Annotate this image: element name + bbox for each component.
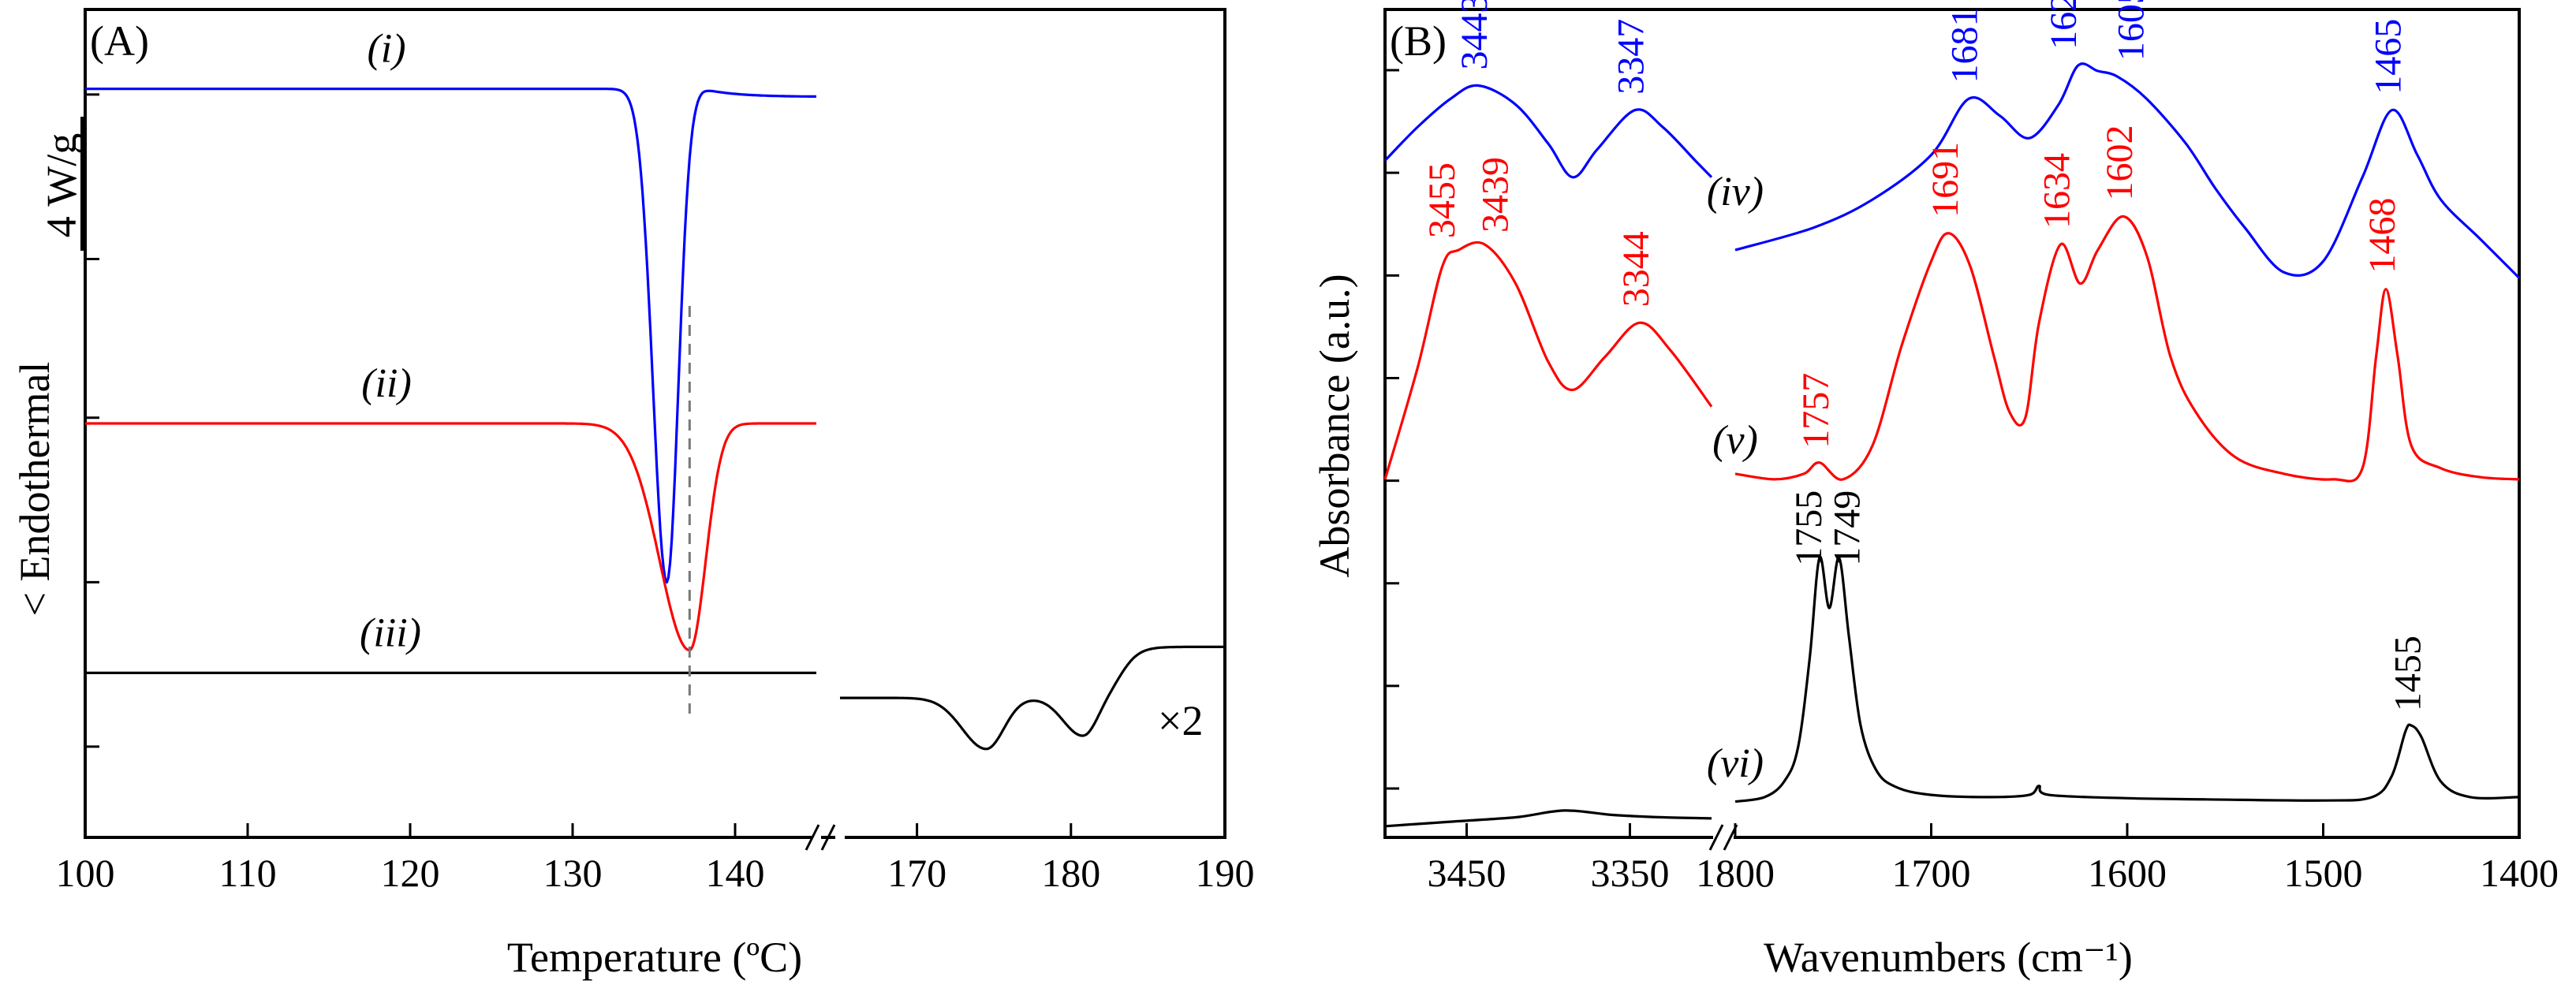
b-peak-label: 1455 [2387, 636, 2429, 711]
b-peak-label: 1602 [2099, 125, 2141, 200]
panel-a-y-axis-title: < Endothermal [11, 362, 58, 617]
b-series-iv-label: (iv) [1707, 170, 1764, 214]
a-series-iii-label: (iii) [360, 610, 421, 655]
a-series-ii-label: (ii) [361, 361, 412, 406]
b-peak-label: 1605 [2111, 0, 2152, 61]
scale-bar-label: 4 W/g [38, 133, 85, 238]
a-x-tick-label: 110 [218, 851, 276, 895]
b-peak-label: 3347 [1611, 19, 1652, 95]
panel-a-label: (A) [90, 17, 149, 65]
a-axis-break-mark [805, 824, 820, 851]
b-series-vi-line-high [1384, 809, 1712, 828]
b-axis-break-mark [1723, 824, 1738, 851]
a-x-tick-label: 140 [706, 851, 765, 895]
a-x-tick-label: 170 [887, 851, 946, 895]
b-peak-label: 1681 [1944, 7, 1986, 83]
multiplier-label: ×2 [1158, 697, 1203, 744]
b-x-tick-label: 3350 [1591, 851, 1670, 895]
panel-a: (A) Temperature (ºC) < Endothermal 4 W/g… [11, 8, 1255, 981]
a-axis-break-mark [820, 824, 836, 851]
b-peak-label: 1625 [2043, 0, 2085, 50]
b-series-iv-line-high [1383, 84, 1713, 179]
b-x-tick-label: 1400 [2480, 851, 2559, 895]
b-axis-break-mark [1708, 824, 1724, 851]
a-series-i-label: (i) [367, 27, 405, 72]
b-peak-label: 1465 [2368, 19, 2410, 95]
panel-b-label: (B) [1390, 17, 1447, 65]
a-series-iii-x2-line [840, 645, 1225, 751]
b-x-tick-label: 1500 [2284, 851, 2363, 895]
b-x-tick-label: 1600 [2088, 851, 2167, 895]
panel-b-x-axis-title: Wavenumbers (cm⁻¹) [1764, 934, 2133, 981]
panel-a-x-axis-title: Temperature (ºC) [507, 934, 802, 981]
a-x-tick-label: 120 [381, 851, 440, 895]
a-x-tick-label: 180 [1041, 851, 1100, 895]
a-x-tick-label: 100 [56, 851, 115, 895]
b-peak-label: 3439 [1474, 157, 1516, 233]
a-x-tick-label: 190 [1196, 851, 1255, 895]
panel-b-y-axis-title: Absorbance (a.u.) [1311, 274, 1358, 577]
b-peak-label: 1755 [1788, 490, 1830, 566]
b-peak-label: 3344 [1615, 231, 1657, 307]
panel-b: (B) Wavenumbers (cm⁻¹) Absorbance (a.u.)… [1311, 0, 2559, 981]
a-x-tick-label: 130 [543, 851, 603, 895]
a-axis-break-gap [835, 833, 845, 842]
b-series-iv-line-low [1734, 62, 2521, 279]
b-peak-label: 1749 [1827, 490, 1869, 566]
b-x-tick-label: 1800 [1696, 851, 1775, 895]
b-series-v-label: (v) [1712, 418, 1758, 463]
b-series-vi-label: (vi) [1707, 741, 1764, 786]
b-peak-label: 3455 [1421, 162, 1463, 238]
b-series-v-line-high [1383, 240, 1713, 480]
b-series-v-line-low [1734, 214, 2520, 483]
b-peak-label: 1757 [1795, 373, 1837, 449]
b-peak-label: 1634 [2036, 153, 2078, 229]
b-x-tick-label: 1700 [1892, 851, 1971, 895]
b-peak-label: 3443 [1454, 0, 1495, 70]
panel-b-frame [1383, 8, 2521, 839]
a-series-i-line [85, 88, 816, 583]
b-peak-label: 1468 [2361, 198, 2403, 274]
b-peak-label: 1691 [1925, 142, 1966, 218]
b-x-tick-label: 3450 [1428, 851, 1506, 895]
b-series-vi-line-low [1734, 555, 2520, 803]
a-series-ii-line [85, 422, 816, 652]
